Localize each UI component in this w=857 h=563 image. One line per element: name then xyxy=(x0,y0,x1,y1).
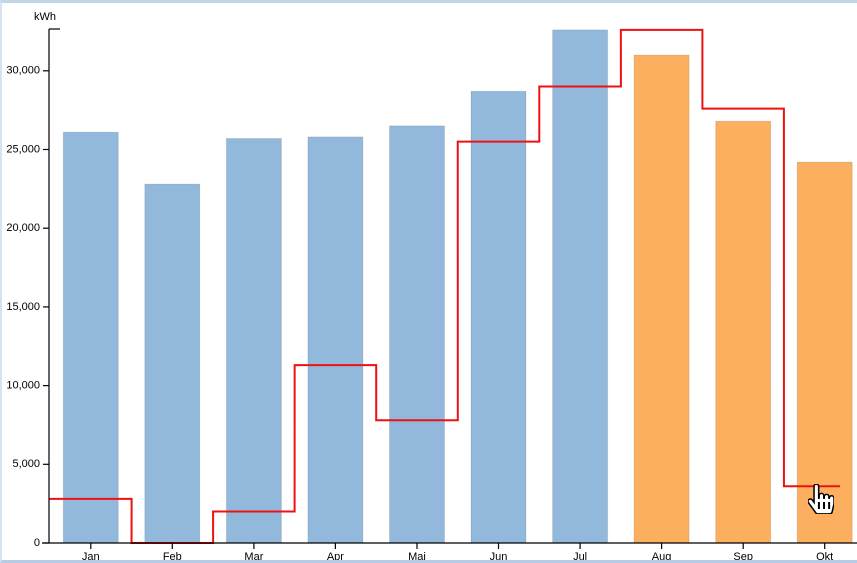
bar-mai[interactable] xyxy=(389,125,445,544)
y-tick-label: 20,000 xyxy=(6,222,40,234)
y-axis-unit-label: kWh xyxy=(34,11,56,23)
x-label-okt: Okt xyxy=(816,551,833,563)
bar-jul[interactable] xyxy=(552,29,609,544)
bar-feb[interactable] xyxy=(144,183,201,544)
x-label-apr: Apr xyxy=(327,551,344,563)
bar-jun[interactable] xyxy=(470,90,527,544)
y-tick-label: 5,000 xyxy=(12,458,40,470)
x-label-jan: Jan xyxy=(82,551,100,563)
bar-sep[interactable] xyxy=(715,120,772,544)
bar-aug[interactable] xyxy=(633,54,690,544)
y-tick-label: 15,000 xyxy=(6,301,40,313)
y-tick-label: 10,000 xyxy=(6,380,40,392)
x-label-mai: Mai xyxy=(408,551,426,563)
comparison-step-line[interactable] xyxy=(49,28,840,544)
bar-okt[interactable] xyxy=(796,161,853,544)
x-label-feb: Feb xyxy=(163,551,182,563)
x-label-sep: Sep xyxy=(733,551,753,563)
x-label-aug: Aug xyxy=(652,551,672,563)
bar-jan[interactable] xyxy=(62,131,119,544)
x-label-jun: Jun xyxy=(490,551,508,563)
y-tick-label: 25,000 xyxy=(6,143,40,155)
x-label-mar: Mar xyxy=(244,551,263,563)
bar-apr[interactable] xyxy=(307,136,364,544)
y-tick-label: 0 xyxy=(34,537,40,549)
bar-mar[interactable] xyxy=(225,138,282,544)
y-tick-label: 30,000 xyxy=(6,65,40,77)
energy-bar-chart[interactable]: 0 5,000 10,000 15,000 20,000 25,000 30,000 Jan F… xyxy=(2,3,857,563)
x-label-jul: Jul xyxy=(573,551,587,563)
